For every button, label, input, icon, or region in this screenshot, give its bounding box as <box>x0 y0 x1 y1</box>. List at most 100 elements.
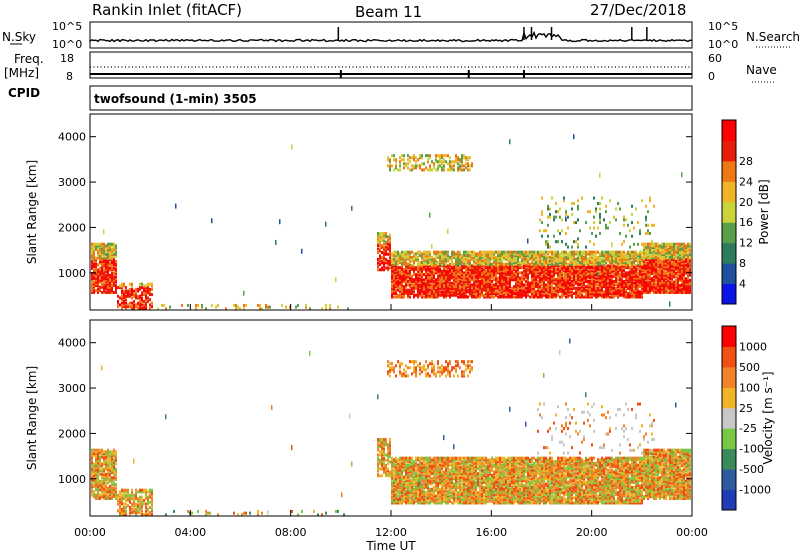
range-cell <box>351 205 353 211</box>
range-cell <box>461 168 463 172</box>
range-cell <box>669 280 671 284</box>
range-cell <box>431 276 433 280</box>
range-cell <box>433 295 435 299</box>
range-cell <box>399 259 401 263</box>
range-cell <box>429 274 431 278</box>
range-cell <box>115 244 117 248</box>
range-cell <box>135 303 137 307</box>
range-cell <box>459 283 461 287</box>
range-cell <box>471 288 473 292</box>
range-cell <box>439 274 441 278</box>
range-cell <box>379 247 381 251</box>
range-cell <box>549 259 551 263</box>
range-cell <box>429 267 431 271</box>
range-cell <box>111 266 113 270</box>
range-cell <box>513 271 515 275</box>
range-cell <box>435 257 437 261</box>
range-cell <box>457 250 459 254</box>
range-cell <box>407 257 409 261</box>
range-cell <box>595 207 597 211</box>
range-cell <box>605 223 607 227</box>
range-cell <box>399 156 401 160</box>
range-cell <box>433 252 435 256</box>
range-cell <box>441 168 443 172</box>
range-cell <box>93 263 95 267</box>
range-cell <box>389 235 391 239</box>
range-cell <box>109 477 111 481</box>
range-cell <box>523 269 525 273</box>
range-cell <box>577 199 579 203</box>
range-cell <box>453 293 455 297</box>
range-cell <box>445 290 447 294</box>
range-cell <box>623 254 625 258</box>
range-cell <box>425 293 427 297</box>
range-cell <box>245 303 247 307</box>
range-cell <box>443 264 445 268</box>
range-cell <box>531 250 533 254</box>
range-cell <box>445 250 447 254</box>
range-cell <box>513 250 515 254</box>
range-cell <box>459 166 461 170</box>
range-cell <box>449 255 451 259</box>
range-cell <box>647 270 649 274</box>
range-cell <box>417 290 419 294</box>
range-cell <box>435 250 437 254</box>
range-cell <box>553 215 555 219</box>
range-cell <box>503 293 505 297</box>
range-cell <box>393 158 395 162</box>
range-cell <box>421 168 423 172</box>
range-cell <box>141 509 143 513</box>
range-cell <box>115 467 117 471</box>
range-cell <box>347 307 349 311</box>
colorbar-tick-label: 16 <box>739 216 753 229</box>
range-cell <box>687 277 689 281</box>
range-cell <box>101 270 103 274</box>
range-cell <box>441 166 443 170</box>
range-cell <box>515 292 517 296</box>
range-cell <box>413 262 415 266</box>
range-cell <box>631 221 633 225</box>
range-cell <box>635 250 637 254</box>
range-cell <box>541 196 543 200</box>
range-cell <box>99 479 101 483</box>
range-cell <box>93 462 95 466</box>
range-cell <box>99 249 101 253</box>
range-cell <box>111 261 113 265</box>
range-cell <box>443 266 445 270</box>
range-cell <box>435 292 437 296</box>
range-cell <box>395 250 397 254</box>
range-cell <box>433 261 435 264</box>
range-cell <box>377 233 379 237</box>
range-cell <box>115 266 117 270</box>
range-cell <box>401 293 403 297</box>
range-cell <box>93 247 95 251</box>
range-cell <box>523 250 525 254</box>
range-cell <box>407 252 409 256</box>
range-cell <box>519 271 521 275</box>
range-cell <box>447 255 449 259</box>
range-cell <box>631 204 633 208</box>
y-tick-label: 2000 <box>58 221 86 234</box>
range-cell <box>549 207 551 211</box>
range-cell <box>411 278 413 282</box>
range-cell <box>415 286 417 290</box>
range-cell <box>671 242 673 246</box>
range-cell <box>161 303 163 307</box>
range-cell <box>407 288 409 292</box>
range-cell <box>445 274 447 278</box>
range-cell <box>441 162 443 166</box>
range-cell <box>399 295 401 299</box>
range-cell <box>443 285 445 289</box>
range-cell <box>557 250 559 254</box>
range-cell <box>413 254 415 258</box>
range-cell <box>395 278 397 282</box>
range-cell <box>93 452 95 456</box>
range-cell <box>411 264 413 268</box>
range-cell <box>453 285 455 289</box>
range-cell <box>537 250 539 254</box>
range-cell <box>395 292 397 296</box>
range-cell <box>119 303 121 307</box>
range-cell <box>395 279 397 283</box>
range-cell <box>617 202 619 206</box>
range-cell <box>427 257 429 261</box>
